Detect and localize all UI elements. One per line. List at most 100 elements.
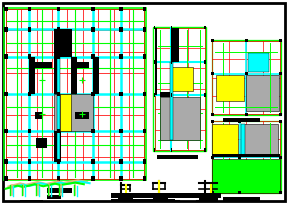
Bar bbox=[279, 113, 282, 116]
Bar bbox=[204, 93, 206, 97]
Bar bbox=[143, 27, 146, 32]
Bar bbox=[57, 54, 60, 59]
Bar bbox=[143, 160, 146, 164]
Bar bbox=[91, 160, 95, 164]
Bar bbox=[155, 28, 157, 62]
Bar bbox=[170, 62, 173, 140]
Bar bbox=[204, 26, 206, 29]
Bar bbox=[4, 8, 146, 180]
Bar bbox=[143, 54, 146, 59]
Bar bbox=[143, 129, 146, 133]
Bar bbox=[75, 62, 89, 69]
Bar bbox=[47, 188, 72, 193]
Bar bbox=[171, 93, 172, 97]
Bar bbox=[29, 57, 35, 94]
Bar bbox=[154, 148, 155, 152]
Bar bbox=[91, 129, 95, 133]
Bar bbox=[211, 191, 214, 194]
Bar bbox=[171, 26, 172, 29]
Bar bbox=[155, 28, 205, 150]
Bar bbox=[212, 121, 281, 193]
Bar bbox=[153, 198, 168, 201]
Bar bbox=[160, 92, 170, 97]
Bar bbox=[91, 27, 95, 32]
Bar bbox=[157, 155, 198, 159]
Bar bbox=[154, 93, 155, 97]
Bar bbox=[211, 39, 214, 42]
Bar bbox=[172, 67, 192, 91]
Bar bbox=[54, 131, 61, 162]
Bar bbox=[238, 191, 241, 194]
Bar bbox=[47, 195, 61, 199]
Bar bbox=[212, 121, 280, 193]
Bar bbox=[71, 57, 77, 94]
Bar bbox=[211, 72, 214, 75]
Bar bbox=[279, 72, 282, 75]
Bar bbox=[28, 160, 31, 164]
Bar bbox=[54, 94, 93, 131]
Bar bbox=[28, 176, 31, 181]
Bar bbox=[35, 112, 42, 119]
Bar bbox=[119, 129, 123, 133]
Bar bbox=[238, 120, 241, 123]
Bar bbox=[155, 28, 205, 150]
Bar bbox=[28, 92, 31, 96]
Bar bbox=[57, 176, 60, 181]
Bar bbox=[119, 92, 123, 96]
Bar bbox=[212, 124, 238, 156]
Bar bbox=[57, 92, 60, 96]
Bar bbox=[171, 148, 172, 152]
Bar bbox=[204, 60, 206, 64]
Bar bbox=[57, 57, 60, 162]
Bar bbox=[171, 28, 179, 62]
Bar bbox=[212, 40, 281, 115]
Bar bbox=[93, 57, 99, 94]
Bar bbox=[36, 138, 47, 148]
Bar bbox=[91, 92, 95, 96]
Bar bbox=[119, 160, 123, 164]
Bar bbox=[119, 176, 123, 181]
Bar bbox=[143, 92, 146, 96]
Bar bbox=[246, 75, 279, 111]
Bar bbox=[143, 176, 146, 181]
Bar bbox=[4, 160, 8, 164]
Bar bbox=[54, 57, 60, 94]
Bar bbox=[111, 199, 175, 202]
Bar bbox=[57, 160, 60, 164]
Bar bbox=[223, 197, 260, 201]
Bar bbox=[241, 124, 245, 156]
Bar bbox=[143, 7, 146, 11]
Bar bbox=[154, 60, 155, 64]
Bar bbox=[223, 118, 260, 122]
Bar bbox=[204, 148, 206, 152]
Bar bbox=[154, 26, 155, 29]
Bar bbox=[4, 7, 8, 11]
Bar bbox=[91, 176, 95, 181]
Bar bbox=[171, 60, 172, 64]
Bar bbox=[54, 30, 72, 57]
Bar bbox=[75, 112, 89, 119]
Bar bbox=[119, 7, 123, 11]
Bar bbox=[91, 7, 95, 11]
Bar bbox=[20, 200, 43, 202]
Bar bbox=[279, 39, 282, 42]
Bar bbox=[4, 92, 8, 96]
Bar bbox=[6, 9, 144, 178]
Bar bbox=[28, 129, 31, 133]
Bar bbox=[212, 121, 280, 193]
Bar bbox=[238, 156, 241, 159]
Bar bbox=[212, 41, 280, 114]
Bar bbox=[111, 193, 221, 198]
Bar bbox=[216, 75, 244, 101]
Bar bbox=[57, 129, 60, 133]
Bar bbox=[119, 54, 123, 59]
Bar bbox=[4, 54, 8, 59]
Bar bbox=[249, 53, 269, 72]
Bar bbox=[4, 129, 8, 133]
Bar bbox=[160, 97, 200, 140]
Bar bbox=[57, 27, 60, 32]
Bar bbox=[118, 198, 133, 201]
Bar bbox=[91, 54, 95, 59]
Bar bbox=[279, 120, 282, 123]
Bar bbox=[6, 9, 144, 178]
